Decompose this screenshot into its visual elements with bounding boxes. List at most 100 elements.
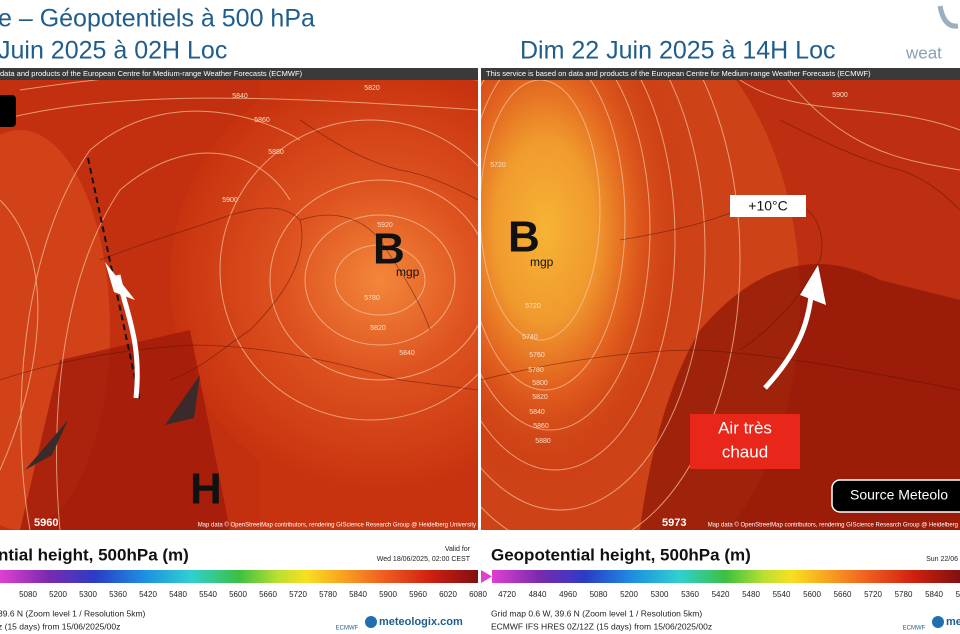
- valid-time: Wed 18/06/2025, 02:00 CEST: [377, 556, 471, 563]
- valid-label: Valid for: [445, 546, 471, 553]
- map-shade: [170, 68, 478, 500]
- contour-label: 5920: [377, 222, 393, 229]
- legend-title: ntial height, 500hPa (m): [0, 545, 189, 564]
- scale-label: 4840: [529, 590, 547, 599]
- color-bar-arrow: [481, 570, 492, 583]
- source-box: [831, 479, 960, 513]
- scale-label: 5420: [712, 590, 730, 599]
- warm-air-box: [690, 414, 800, 469]
- contour-label: 5860: [254, 117, 270, 124]
- scale-label: 5780: [319, 590, 337, 599]
- scale-label: 5720: [864, 590, 882, 599]
- scale-label: 6080: [469, 590, 487, 599]
- low-unit: mgp: [396, 265, 420, 279]
- brand-icon: [365, 616, 377, 628]
- grid-info: Grid map 0.6 W, 39.6 N (Zoom level 1 / R…: [491, 608, 702, 618]
- scale-label: 5840: [925, 590, 943, 599]
- scale-label: 5720: [289, 590, 307, 599]
- scale-label: 5840: [349, 590, 367, 599]
- contour-label: 5840: [529, 409, 545, 416]
- scale-label: 5780: [895, 590, 913, 599]
- contour-label: 5760: [529, 352, 545, 359]
- logo-mark: [937, 5, 959, 29]
- scale-label: 5540: [199, 590, 217, 599]
- wind-arrow: [25, 420, 68, 470]
- brand: meteologix: [946, 616, 960, 628]
- scale-label: 6020: [439, 590, 457, 599]
- logo: weat: [905, 43, 942, 62]
- scale-label: 5600: [803, 590, 821, 599]
- label-box: [0, 95, 16, 127]
- wind-arrow: [165, 375, 200, 425]
- high-label: H: [190, 465, 222, 514]
- divider: [478, 68, 481, 530]
- run-info: ECMWF IFS HRES 0Z/12Z (15 days) from 15/…: [491, 621, 712, 631]
- warm-air-label: Air très: [718, 418, 772, 437]
- flow-arrow-head: [105, 262, 135, 300]
- right-map: B mgp +10°C Air très chaud Source Meteol…: [481, 68, 960, 530]
- contour-label: 5840: [399, 350, 415, 357]
- max-value: 5960: [34, 517, 58, 529]
- scale-label: 5360: [109, 590, 127, 599]
- ecmwf-logo: ECMWF: [903, 626, 926, 632]
- low-label: B: [373, 225, 405, 274]
- map-shade: [20, 330, 230, 530]
- scale-label: 5540: [773, 590, 791, 599]
- contour-label: 5880: [268, 149, 284, 156]
- scale-label: 5660: [834, 590, 852, 599]
- scale-label: 5300: [79, 590, 97, 599]
- left-map: B mgp H 5960 5840 5820 5860 5880 5900 5920 578…: [0, 68, 478, 530]
- valid-time: Sun 22/06: [926, 556, 958, 563]
- scale-label: 5900: [379, 590, 397, 599]
- color-bar: [492, 570, 960, 583]
- contour-label: 5860: [533, 423, 549, 430]
- scale-label: 4720: [498, 590, 516, 599]
- brand-icon: [932, 616, 944, 628]
- temp-label: +10°C: [748, 198, 787, 214]
- scale-label: 5360: [681, 590, 699, 599]
- attribution: data and products of the European Centre…: [0, 69, 303, 78]
- contour-label: 5740: [522, 334, 538, 341]
- contour-label: 5780: [364, 295, 380, 302]
- contour-label: 5840: [232, 93, 248, 100]
- contour-label: 5820: [370, 325, 386, 332]
- flow-arrow-head: [800, 265, 826, 305]
- coastlines: [0, 119, 478, 391]
- contour-label: 5800: [532, 380, 548, 387]
- scale-label: 5660: [259, 590, 277, 599]
- source: Source Meteolo: [850, 487, 948, 503]
- low-unit: mgp: [530, 255, 554, 269]
- scale-label: 5480: [742, 590, 760, 599]
- scale-label: 5900: [956, 590, 960, 599]
- legend-title: Geopotential height, 500hPa (m): [491, 545, 751, 564]
- low-label: B: [508, 213, 540, 262]
- contour-label: 5720: [490, 162, 506, 169]
- map-shade: [481, 68, 705, 530]
- brand: meteologix.com: [379, 616, 463, 628]
- scale-label: 5080: [19, 590, 37, 599]
- contour-label: 5880: [535, 438, 551, 445]
- run-info: z (15 days) from 15/06/2025/00z: [0, 621, 120, 631]
- contour-label: 5820: [364, 85, 380, 92]
- warm-air-label: chaud: [722, 442, 768, 461]
- scale-label: 5600: [229, 590, 247, 599]
- contour-label: 5820: [532, 394, 548, 401]
- contour-label: 5780: [528, 367, 544, 374]
- contour-label: 5720: [525, 303, 541, 310]
- contour-label: 5900: [832, 92, 848, 99]
- ecmwf-logo: ECMWF: [336, 626, 359, 632]
- max-value: 5973: [662, 517, 686, 529]
- contours: [481, 68, 960, 530]
- map-credit: Map data © OpenStreetMap contributors, r…: [708, 522, 958, 529]
- title: e – Géopotentiels à 500 hPa: [0, 5, 315, 33]
- attribution-bar: [481, 68, 960, 80]
- left-date: Juin 2025 à 02H Loc: [0, 37, 227, 65]
- scale-label: 5480: [169, 590, 187, 599]
- scale-label: 5200: [620, 590, 638, 599]
- scale-label: 5080: [590, 590, 608, 599]
- color-bar: [0, 570, 478, 583]
- attribution-bar: [0, 68, 478, 80]
- scale-label: 5420: [139, 590, 157, 599]
- temp-box: [730, 195, 806, 217]
- scale-label: 5200: [49, 590, 67, 599]
